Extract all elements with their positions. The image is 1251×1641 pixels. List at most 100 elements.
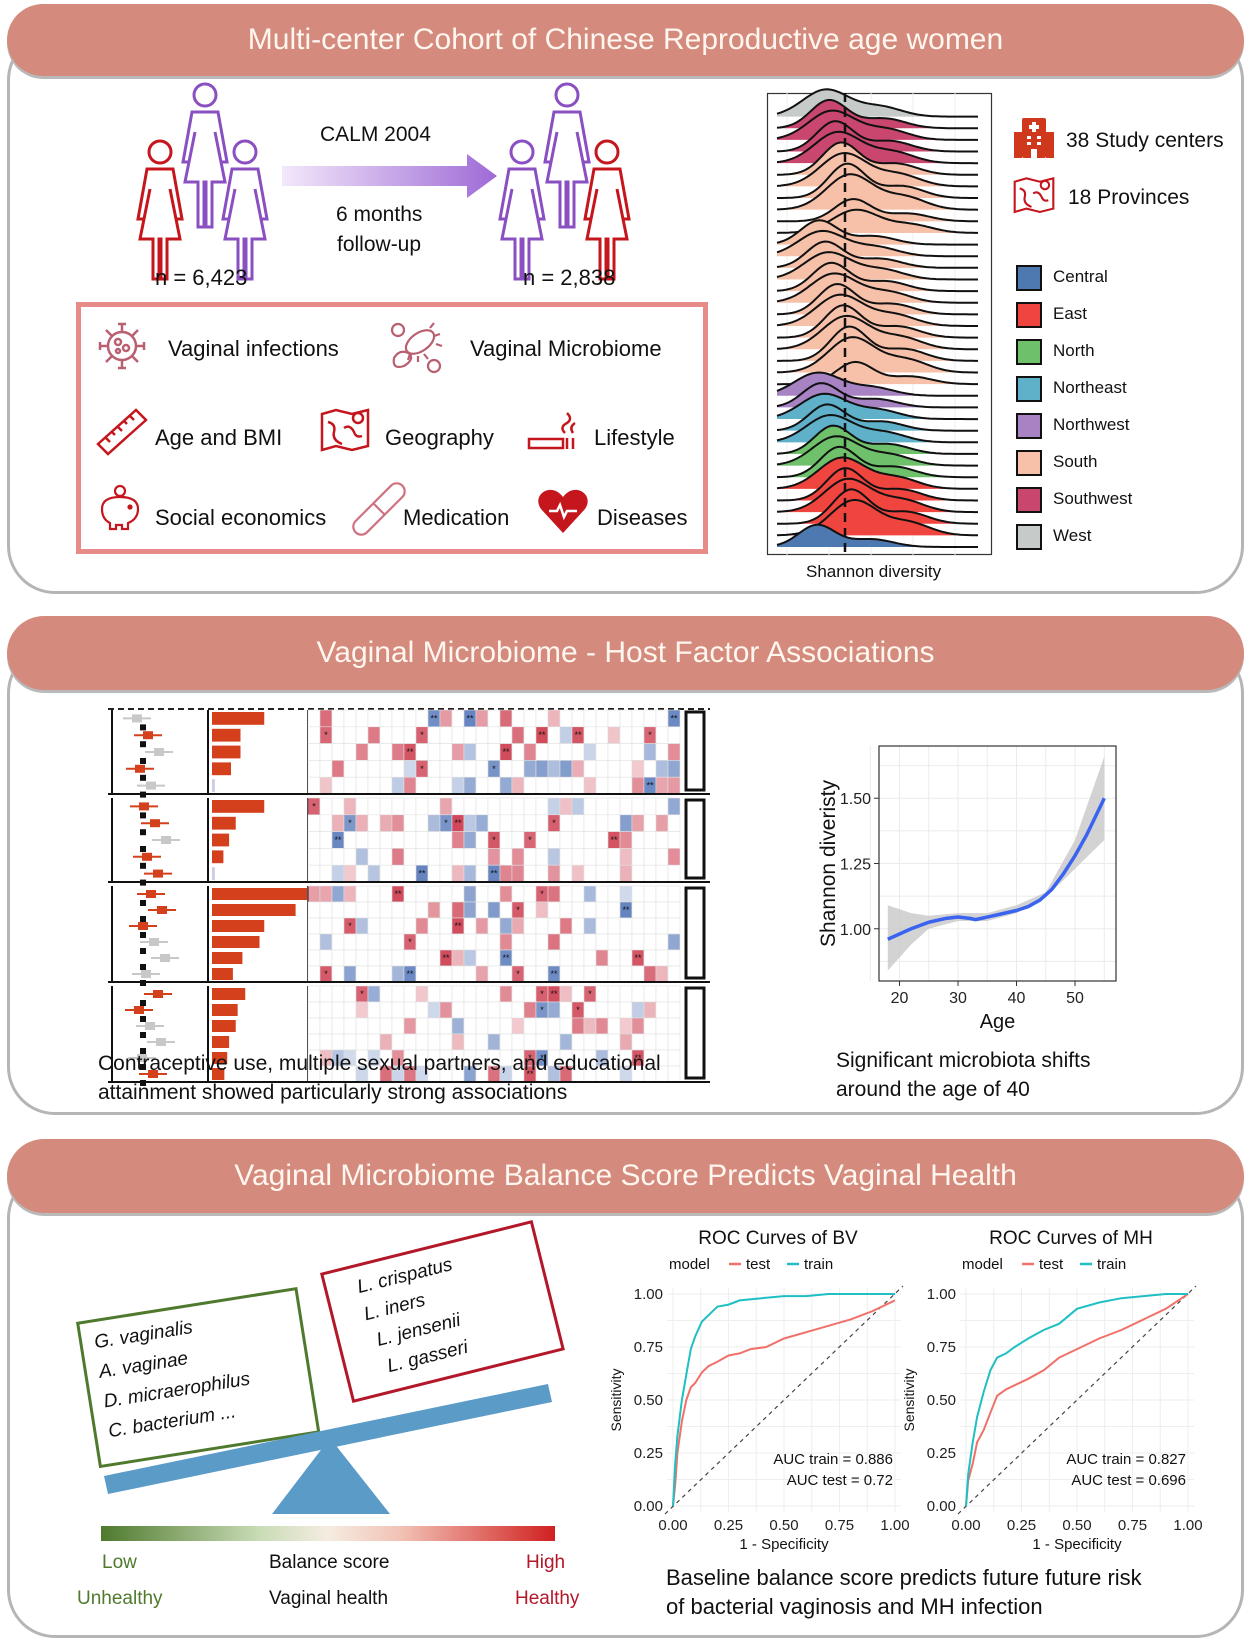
roc-ytick-label: 0.25	[927, 1445, 956, 1462]
heatmap-cell	[583, 885, 597, 903]
heatmap-cell	[403, 1001, 417, 1019]
importance-bar	[212, 1020, 236, 1032]
heatmap-cell	[595, 743, 609, 761]
heatmap-cell	[379, 985, 393, 1003]
heatmap-cell	[523, 776, 537, 795]
age-ytick-label: 1.50	[840, 791, 871, 808]
heatmap-cell	[535, 743, 549, 761]
factor-lifestyle: Lifestyle	[594, 425, 675, 450]
heatmap-cell	[667, 797, 681, 816]
heatmap-cell	[535, 797, 549, 816]
heatmap-cell	[427, 776, 441, 795]
heatmap-cell	[307, 864, 321, 883]
heatmap-cell	[667, 885, 681, 903]
heatmap-cell	[595, 709, 609, 728]
heatmap-cell	[583, 848, 597, 866]
heatmap-cell	[595, 776, 609, 795]
roc-curve-test	[965, 1293, 1189, 1507]
heatmap-cell	[319, 760, 333, 778]
legend-swatch-northeast	[1016, 376, 1042, 402]
roc-legend-train-label: train	[1097, 1256, 1126, 1273]
heatmap-cell	[427, 743, 441, 761]
age-fit-line	[887, 797, 1106, 941]
heatmap-cell	[487, 776, 501, 795]
significance-mark: **	[634, 1053, 642, 1063]
heatmap-cell	[643, 917, 657, 935]
significance-mark: **	[550, 969, 558, 979]
heatmap-cell	[535, 709, 549, 728]
heatmap-cell	[463, 726, 477, 744]
balance-scale-icon	[104, 1384, 552, 1514]
heatmap-cell	[511, 1001, 525, 1019]
significance-mark: *	[408, 937, 412, 947]
forest-ref-point	[140, 932, 146, 938]
baseline-women-icon	[136, 82, 269, 281]
heatmap-cell	[439, 760, 453, 778]
heatmap-cell	[643, 965, 657, 983]
heatmap-cell	[559, 743, 573, 761]
heatmap-cell	[403, 901, 417, 919]
heatmap-cell	[379, 933, 393, 951]
heatmap-cell	[523, 917, 537, 935]
roc-legend-test-label: test	[1039, 1256, 1064, 1273]
heatmap-cell	[607, 985, 621, 1003]
heatmap-cell	[451, 949, 465, 967]
heatmap-cell	[403, 949, 417, 967]
heatmap-cell	[499, 760, 513, 778]
heatmap-cell	[523, 864, 537, 883]
forest-ref-point	[140, 741, 146, 748]
ridge-fill-east	[777, 478, 980, 513]
heatmap-cell	[463, 776, 477, 795]
heatmap-cell	[367, 776, 381, 795]
heatmap-cell	[475, 848, 489, 866]
heatmap-cell	[619, 885, 633, 903]
heatmap-cell	[607, 1017, 621, 1035]
heatmap-cell	[655, 776, 669, 795]
age-xtick-label: 20	[891, 990, 909, 1007]
heatmap-cell	[607, 726, 621, 744]
heatmap-cell	[355, 831, 369, 849]
heatmap-cell	[427, 797, 441, 816]
heatmap-cell	[523, 885, 537, 903]
importance-bar	[212, 779, 215, 792]
ridge-line	[776, 240, 978, 269]
health-low-label: Unhealthy	[77, 1588, 163, 1609]
importance-bar	[212, 988, 246, 1000]
heatmap-cell	[595, 885, 609, 903]
roc-xtick-label: 0.50	[1062, 1517, 1091, 1534]
heatmap-cell	[307, 848, 321, 866]
heatmap-cell	[367, 885, 381, 903]
legend-swatch-east	[1016, 302, 1042, 328]
heatmap-cell	[583, 949, 597, 967]
legend-swatch-northwest	[1016, 413, 1042, 439]
factor-medication: Medication	[403, 505, 510, 530]
ridge-line	[776, 120, 978, 153]
heatmap-cell	[499, 797, 513, 816]
legend-label-east: East	[1053, 304, 1088, 323]
forest-ref-point	[140, 1032, 146, 1038]
legend-label-north: North	[1053, 341, 1095, 360]
heatmap-cell	[343, 709, 357, 728]
ridge-line	[776, 99, 978, 130]
heatmap-cell	[331, 885, 345, 903]
ridge-line	[776, 456, 978, 490]
heatmap-side-box	[684, 798, 706, 880]
heatmap-cell	[439, 965, 453, 983]
forest-point	[132, 714, 142, 723]
heatmap-cell	[475, 743, 489, 761]
heatmap-cell	[427, 933, 441, 951]
heatmap-cell	[343, 965, 357, 983]
heatmap-cell	[655, 709, 669, 728]
heatmap-cell	[391, 1001, 405, 1019]
importance-bar	[212, 833, 230, 847]
roc-caption-line1: Baseline balance score predicts future f…	[666, 1565, 1142, 1590]
heatmap-cell	[547, 901, 561, 919]
heatmap-cell	[523, 848, 537, 866]
heatmap-cell	[559, 1033, 573, 1051]
roc-xtick-label: 1.00	[880, 1517, 909, 1534]
heatmap-cell	[331, 965, 345, 983]
heatmap-cell	[355, 1017, 369, 1035]
heatmap-cell	[643, 760, 657, 778]
baseline-n: n = 6,423	[155, 265, 248, 290]
heatmap-cell	[499, 985, 513, 1003]
